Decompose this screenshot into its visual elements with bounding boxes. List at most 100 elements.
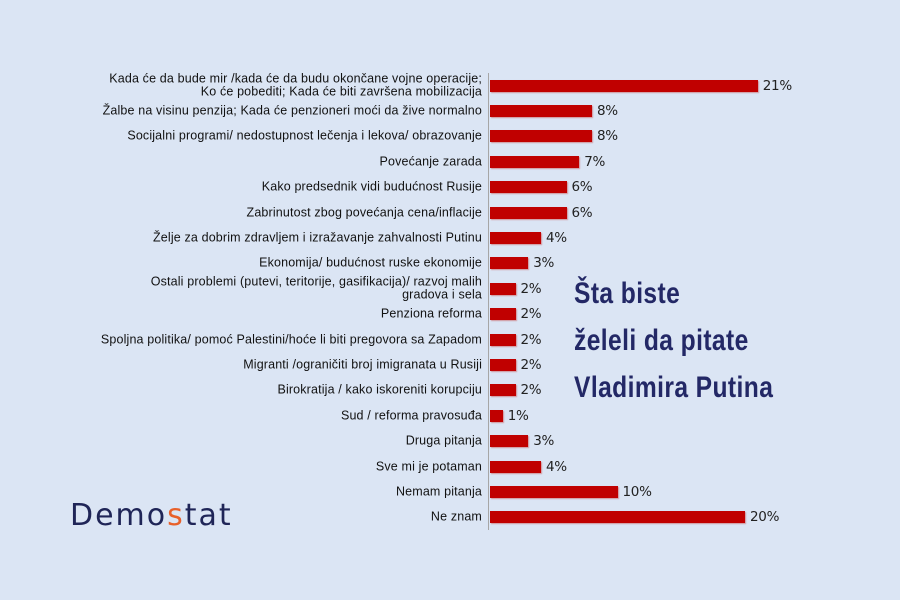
category-label-line: Spoljna politika/ pomoć Palestini/hoće l… xyxy=(100,331,482,346)
value-label: 8% xyxy=(597,103,618,120)
category-label-line: Želje za dobrim zdravljem i izražavanje … xyxy=(153,230,482,245)
bar-row: Sud / reforma pravosuđa 1% xyxy=(0,403,900,428)
logo-text-part2: tat xyxy=(184,498,233,533)
category-label-line: Sud / reforma pravosuđa xyxy=(340,407,482,422)
category-label-line: Kada će da bude mir /kada će da budu oko… xyxy=(109,71,482,86)
bar xyxy=(490,409,503,422)
bar-row: Druga pitanja 3% xyxy=(0,428,900,453)
category-label: Sve mi je potaman xyxy=(22,458,482,474)
value-label: 1% xyxy=(507,407,529,424)
category-label-line: Nemam pitanja xyxy=(395,484,482,499)
bar xyxy=(490,206,567,219)
bar xyxy=(490,232,541,245)
value-label: 2% xyxy=(520,306,542,323)
bar xyxy=(490,155,580,168)
bar xyxy=(490,257,529,270)
bar-row: Socijalni programi/ nedostupnost lečenja… xyxy=(0,124,900,149)
category-label-line: Zabrinutost zbog povećanja cena/inflacij… xyxy=(246,204,482,219)
category-label-line: Penziona reforma xyxy=(380,306,482,321)
value-label: 2% xyxy=(520,356,542,373)
value-label: 3% xyxy=(533,433,555,450)
bar-row: Birokratija / kako iskoreniti korupciju 2… xyxy=(0,378,900,403)
category-label-line: Ko će pobediti; Kada će biti završena mo… xyxy=(200,84,482,99)
value-label: 10% xyxy=(622,483,652,500)
value-label: 4% xyxy=(546,458,567,475)
bar xyxy=(490,130,592,143)
title-line-1: Šta biste xyxy=(574,277,681,310)
category-label: Ne znam xyxy=(22,509,482,525)
category-label: Žalbe na visinu penzija; Kada će penzion… xyxy=(22,104,482,118)
category-label-line: Migranti /ograničiti broj imigranata u R… xyxy=(243,357,482,372)
category-label: Zabrinutost zbog povećanja cena/inflacij… xyxy=(22,204,482,220)
bar-row: Migranti /ograničiti broj imigranata u R… xyxy=(0,352,900,377)
value-label: 2% xyxy=(520,331,542,348)
value-label: 8% xyxy=(597,128,618,145)
value-label: 20% xyxy=(750,509,780,526)
bar-row: Ne znam 20% xyxy=(0,505,900,530)
category-label-line: Ostali problemi (putevi, teritorije, gas… xyxy=(150,274,482,289)
bar-row: Sve mi je potaman 4% xyxy=(0,454,900,479)
value-label: 4% xyxy=(546,230,567,247)
category-label: Sud / reforma pravosuđa xyxy=(22,407,482,423)
bar-row: Ostali problemi (putevi, teritorije, gas… xyxy=(0,275,900,302)
logo-text-accent: s xyxy=(167,498,185,533)
chart-title: Šta biste želeli da pitate Vladimira Put… xyxy=(574,270,773,411)
value-label: 6% xyxy=(571,204,593,221)
bar xyxy=(490,181,567,194)
bar xyxy=(490,282,516,295)
category-label: Nemam pitanja xyxy=(22,485,482,499)
bar-row: Žalbe na visinu penzija; Kada će penzion… xyxy=(0,98,900,123)
category-label: Kako predsednik vidi budućnost Rusije xyxy=(22,180,482,194)
category-label-line: Druga pitanja xyxy=(405,433,482,448)
bar xyxy=(490,435,529,448)
value-label: 6% xyxy=(571,179,593,196)
demostat-logo: Demostat xyxy=(70,498,233,533)
value-label: 7% xyxy=(584,153,606,170)
category-label: Kada će da bude mir /kada će da budu oko… xyxy=(22,72,482,99)
bar xyxy=(490,384,516,397)
value-label: 2% xyxy=(520,280,542,297)
bar-row: Zabrinutost zbog povećanja cena/inflacij… xyxy=(0,200,900,225)
category-label: Želje za dobrim zdravljem i izražavanje … xyxy=(22,231,482,245)
bar xyxy=(490,79,758,92)
title-line-3: Vladimira Putina xyxy=(574,371,774,404)
bar xyxy=(490,485,618,498)
value-label: 3% xyxy=(533,255,555,272)
bar-row: Kada će da bude mir /kada će da budu oko… xyxy=(0,72,900,99)
bar-row: Nemam pitanja 10% xyxy=(0,479,900,504)
value-label: 21% xyxy=(762,77,792,94)
bar-row: Spoljna politika/ pomoć Palestini/hoće l… xyxy=(0,327,900,352)
category-label: Migranti /ograničiti broj imigranata u R… xyxy=(22,358,482,372)
bar xyxy=(490,333,516,346)
bar-row: Ekonomija/ budućnost ruske ekonomije 3% xyxy=(0,251,900,276)
category-label-line: Žalbe na visinu penzija; Kada će penzion… xyxy=(102,103,482,118)
category-label-line: Socijalni programi/ nedostupnost lečenja… xyxy=(127,128,482,143)
category-label: Spoljna politika/ pomoć Palestini/hoće l… xyxy=(22,331,482,347)
category-label: Birokratija / kako iskoreniti korupciju xyxy=(22,382,482,398)
category-label-line: gradova i sela xyxy=(402,287,482,302)
category-label: Ostali problemi (putevi, teritorije, gas… xyxy=(22,275,482,302)
category-label-line: Kako predsednik vidi budućnost Rusije xyxy=(261,179,482,194)
value-label: 2% xyxy=(520,382,542,399)
logo-text-part1: Demo xyxy=(70,498,168,533)
category-label-line: Povećanje zarada xyxy=(379,154,482,169)
y-axis-line xyxy=(488,73,489,530)
category-label-line: Sve mi je potaman xyxy=(375,458,482,473)
category-label: Ekonomija/ budućnost ruske ekonomije xyxy=(22,255,482,271)
category-label-line: Birokratija / kako iskoreniti korupciju xyxy=(277,382,482,397)
bar xyxy=(490,511,745,524)
bar-chart: Kada će da bude mir /kada će da budu oko… xyxy=(0,72,900,530)
category-label-line: Ne znam xyxy=(430,509,482,524)
category-label: Socijalni programi/ nedostupnost lečenja… xyxy=(22,128,482,144)
title-line-2: želeli da pitate xyxy=(574,324,749,357)
category-label: Povećanje zarada xyxy=(22,155,482,169)
bar xyxy=(490,460,541,473)
bar xyxy=(490,358,516,371)
category-label: Druga pitanja xyxy=(22,434,482,448)
category-label-line: Ekonomija/ budućnost ruske ekonomije xyxy=(259,255,482,270)
category-label: Penziona reforma xyxy=(22,307,482,321)
bar-row: Povećanje zarada 7% xyxy=(0,149,900,174)
bar xyxy=(490,308,516,321)
bar xyxy=(490,105,592,118)
bar-row: Kako predsednik vidi budućnost Rusije 6% xyxy=(0,175,900,200)
